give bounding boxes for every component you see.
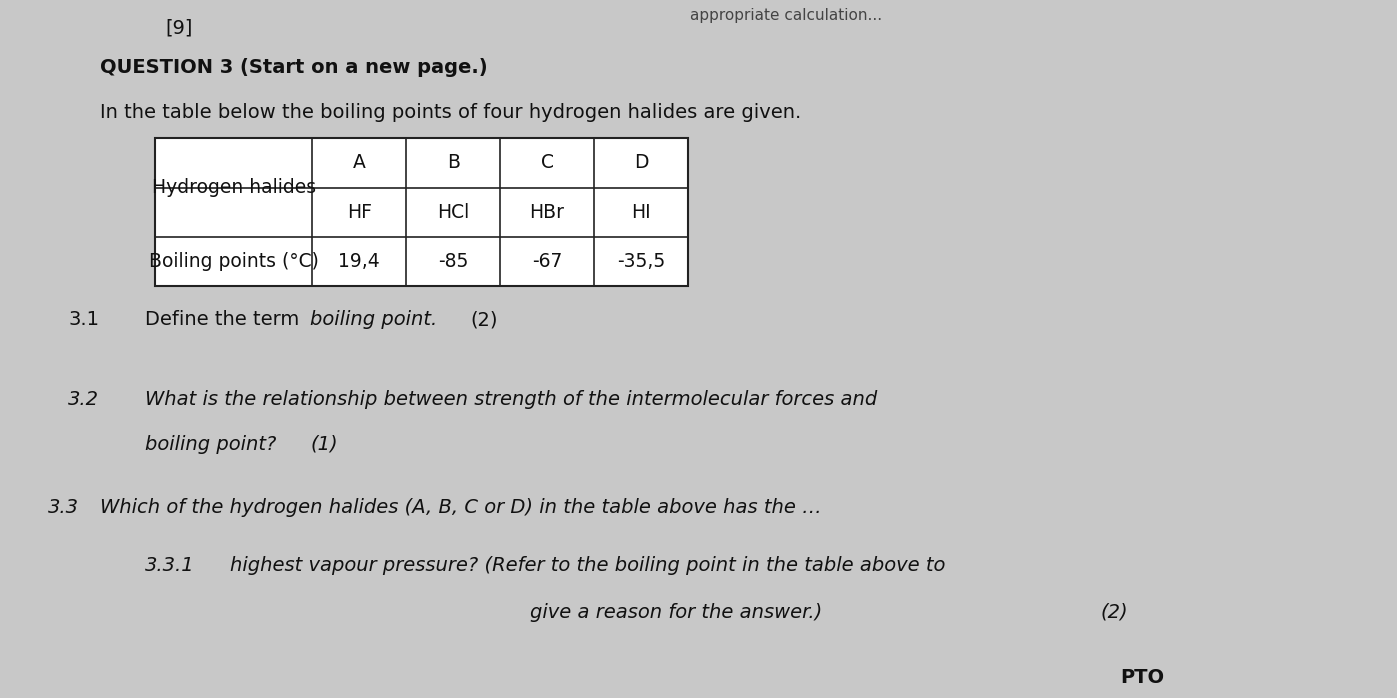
Text: 3.1: 3.1 xyxy=(68,310,99,329)
Text: appropriate calculation...: appropriate calculation... xyxy=(690,8,882,23)
Text: Boiling points (°C): Boiling points (°C) xyxy=(148,252,319,271)
Text: QUESTION 3 (Start on a new page.): QUESTION 3 (Start on a new page.) xyxy=(101,58,488,77)
Text: highest vapour pressure? (Refer to the boiling point in the table above to: highest vapour pressure? (Refer to the b… xyxy=(231,556,946,575)
Text: 19,4: 19,4 xyxy=(338,252,380,271)
Text: PTO: PTO xyxy=(1120,668,1164,687)
Text: 3.2: 3.2 xyxy=(68,390,99,409)
Text: What is the relationship between strength of the intermolecular forces and: What is the relationship between strengt… xyxy=(145,390,877,409)
Text: -67: -67 xyxy=(532,252,562,271)
Text: A: A xyxy=(353,154,366,172)
Text: Define the term: Define the term xyxy=(145,310,306,329)
Text: Hydrogen halides: Hydrogen halides xyxy=(151,178,316,197)
Text: D: D xyxy=(634,154,648,172)
Text: give a reason for the answer.): give a reason for the answer.) xyxy=(529,603,823,622)
Text: boiling point?: boiling point? xyxy=(145,435,277,454)
Text: B: B xyxy=(447,154,460,172)
Text: HBr: HBr xyxy=(529,202,564,222)
Text: 3.3.1: 3.3.1 xyxy=(145,556,194,575)
Text: (2): (2) xyxy=(469,310,497,329)
Text: 3.3: 3.3 xyxy=(47,498,80,517)
Text: Which of the hydrogen halides (A, B, C or D) in the table above has the …: Which of the hydrogen halides (A, B, C o… xyxy=(101,498,821,517)
Text: -85: -85 xyxy=(437,252,468,271)
Text: boiling point.: boiling point. xyxy=(310,310,437,329)
Text: HI: HI xyxy=(631,202,651,222)
Text: In the table below the boiling points of four hydrogen halides are given.: In the table below the boiling points of… xyxy=(101,103,802,122)
Bar xyxy=(155,138,687,286)
Text: C: C xyxy=(541,154,553,172)
Text: (2): (2) xyxy=(1099,603,1127,622)
Text: HCl: HCl xyxy=(437,202,469,222)
Text: HF: HF xyxy=(346,202,372,222)
Text: [9]: [9] xyxy=(165,18,193,37)
Text: (1): (1) xyxy=(310,435,338,454)
Text: -35,5: -35,5 xyxy=(617,252,665,271)
